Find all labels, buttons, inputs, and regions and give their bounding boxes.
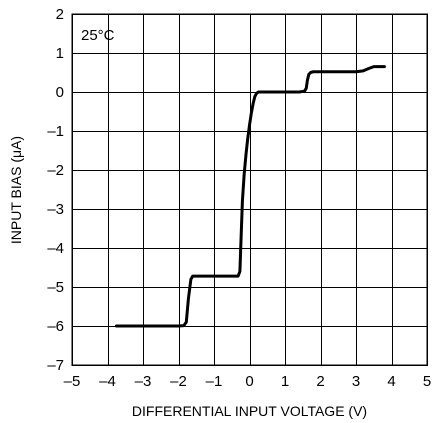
y-tick-label: –4 [47,240,64,257]
y-tick-label: –1 [47,123,64,140]
x-tick-label: –4 [99,373,116,390]
x-tick-label: 2 [316,373,324,390]
temperature-annotation: 25°C [81,27,115,44]
x-tick-label: 5 [423,373,431,390]
y-tick-label: 2 [56,6,64,23]
y-tick-label: 1 [56,45,64,62]
y-tick-label: –6 [47,318,64,335]
x-tick-label: 4 [387,373,395,390]
bias-curve [114,65,386,328]
x-tick-label: –2 [170,373,187,390]
x-tick-label: 0 [245,373,253,390]
y-tick-label: –7 [47,357,64,374]
y-tick-label: –3 [47,201,64,218]
x-tick-label: 1 [281,373,289,390]
y-axis-label: INPUT BIAS (μA) [8,136,24,244]
y-tick-label: 0 [56,84,64,101]
x-tick-label: –5 [64,373,81,390]
tick-labels: –5 –4 –3 –2 –1 0 1 2 3 4 5 –7 –6 –5 –4 –3 –2 –1 0 1 2 [47,6,431,390]
x-tick-label: –3 [135,373,152,390]
x-tick-label: –1 [206,373,223,390]
x-axis-label: DIFFERENTIAL INPUT VOLTAGE (V) [132,403,367,419]
x-tick-label: 3 [352,373,360,390]
plot-frame [71,13,428,366]
y-tick-label: –5 [47,279,64,296]
grid [72,14,427,365]
y-tick-label: –2 [47,162,64,179]
